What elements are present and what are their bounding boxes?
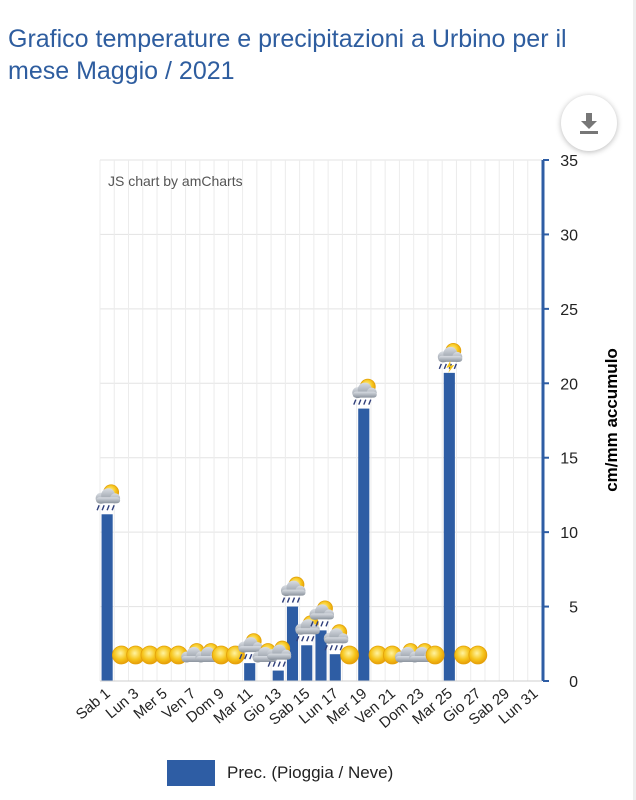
download-icon bbox=[580, 113, 598, 134]
sun-cloud-rain-icon bbox=[323, 624, 349, 651]
y-tick-label: 25 bbox=[560, 302, 578, 319]
bar-mar-11[interactable] bbox=[244, 663, 256, 681]
sun-cloud-rain-icon bbox=[309, 600, 334, 627]
bar-lun-17[interactable] bbox=[329, 654, 341, 681]
bar-sab-1[interactable] bbox=[101, 514, 113, 681]
sun-cloud-storm-icon bbox=[437, 342, 463, 373]
page-edge-rule bbox=[633, 0, 636, 800]
sun-icon bbox=[468, 645, 488, 665]
y-axis-title: cm/mm accumulo bbox=[602, 348, 621, 492]
bar-dom-16[interactable] bbox=[315, 630, 327, 681]
legend-label-precipitation[interactable]: Prec. (Pioggia / Neve) bbox=[227, 763, 394, 782]
page-title: Grafico temperature e precipitazioni a U… bbox=[8, 24, 567, 85]
sun-cloud-rain-icon bbox=[95, 484, 121, 511]
bar-sab-15[interactable] bbox=[301, 645, 313, 681]
y-tick-label: 5 bbox=[569, 600, 578, 617]
y-tick-label: 30 bbox=[560, 227, 578, 244]
sun-cloud-rain-icon bbox=[295, 615, 320, 642]
sun-icon bbox=[425, 645, 445, 665]
bar-mar-25[interactable] bbox=[443, 372, 455, 681]
y-tick-label: 20 bbox=[560, 376, 578, 393]
sun-icon bbox=[340, 645, 359, 665]
y-tick-label: 15 bbox=[560, 451, 578, 468]
sun-cloud-rain-icon bbox=[280, 576, 306, 603]
y-tick-label: 10 bbox=[560, 525, 578, 542]
bar-mer-19[interactable] bbox=[358, 408, 370, 681]
sun-cloud-rain-icon bbox=[266, 640, 292, 667]
chart-legend[interactable]: Prec. (Pioggia / Neve) bbox=[167, 760, 393, 786]
y-tick-label: 35 bbox=[560, 153, 578, 170]
bar-gio-13[interactable] bbox=[272, 670, 284, 681]
chart-credit[interactable]: JS chart by amCharts bbox=[108, 173, 243, 189]
legend-swatch-precipitation[interactable] bbox=[167, 760, 215, 786]
sun-cloud-rain-icon bbox=[352, 378, 377, 405]
y-tick-label: 0 bbox=[569, 674, 578, 691]
export-button[interactable] bbox=[561, 95, 617, 151]
bar-ven-14[interactable] bbox=[286, 606, 299, 681]
